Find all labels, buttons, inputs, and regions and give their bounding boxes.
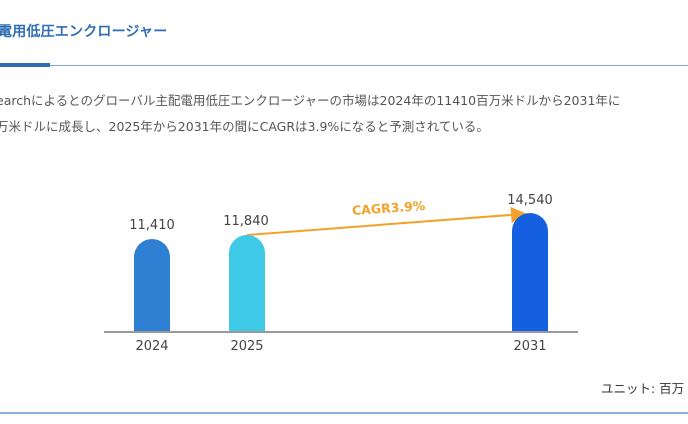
cagr-arrow-icon (246, 206, 527, 236)
description-line-2: 万米ドルに成長し、2025年から2031年の間にCAGRは3.9%になると予測さ… (0, 119, 489, 134)
x-label-2024: 2024 (135, 339, 169, 354)
value-label-2031: 14,540 (507, 193, 553, 208)
x-label-2025: 2025 (230, 339, 264, 354)
bar-2031 (512, 213, 548, 331)
market-description: earchによるとのグローバル主配電用低圧エンクロージャーの市場は2024年の1… (0, 88, 688, 140)
bar-2025 (229, 235, 265, 331)
title-accent-bar (0, 63, 50, 67)
title-divider (0, 65, 688, 66)
bar-2024 (134, 239, 170, 331)
market-size-bar-chart: 11,410 11,840 14,540 CAGR3.9% 2024 2025 … (0, 150, 688, 360)
page-title: 電用低圧エンクロージャー (0, 24, 168, 40)
unit-label: ユニット: 百万 (601, 381, 685, 396)
value-label-2024: 11,410 (129, 218, 175, 233)
x-label-2031: 2031 (513, 339, 547, 354)
description-line-1: earchによるとのグローバル主配電用低圧エンクロージャーの市場は2024年の1… (0, 93, 621, 108)
bottom-divider (0, 412, 688, 414)
value-label-2025: 11,840 (223, 214, 269, 229)
x-axis (104, 331, 578, 333)
